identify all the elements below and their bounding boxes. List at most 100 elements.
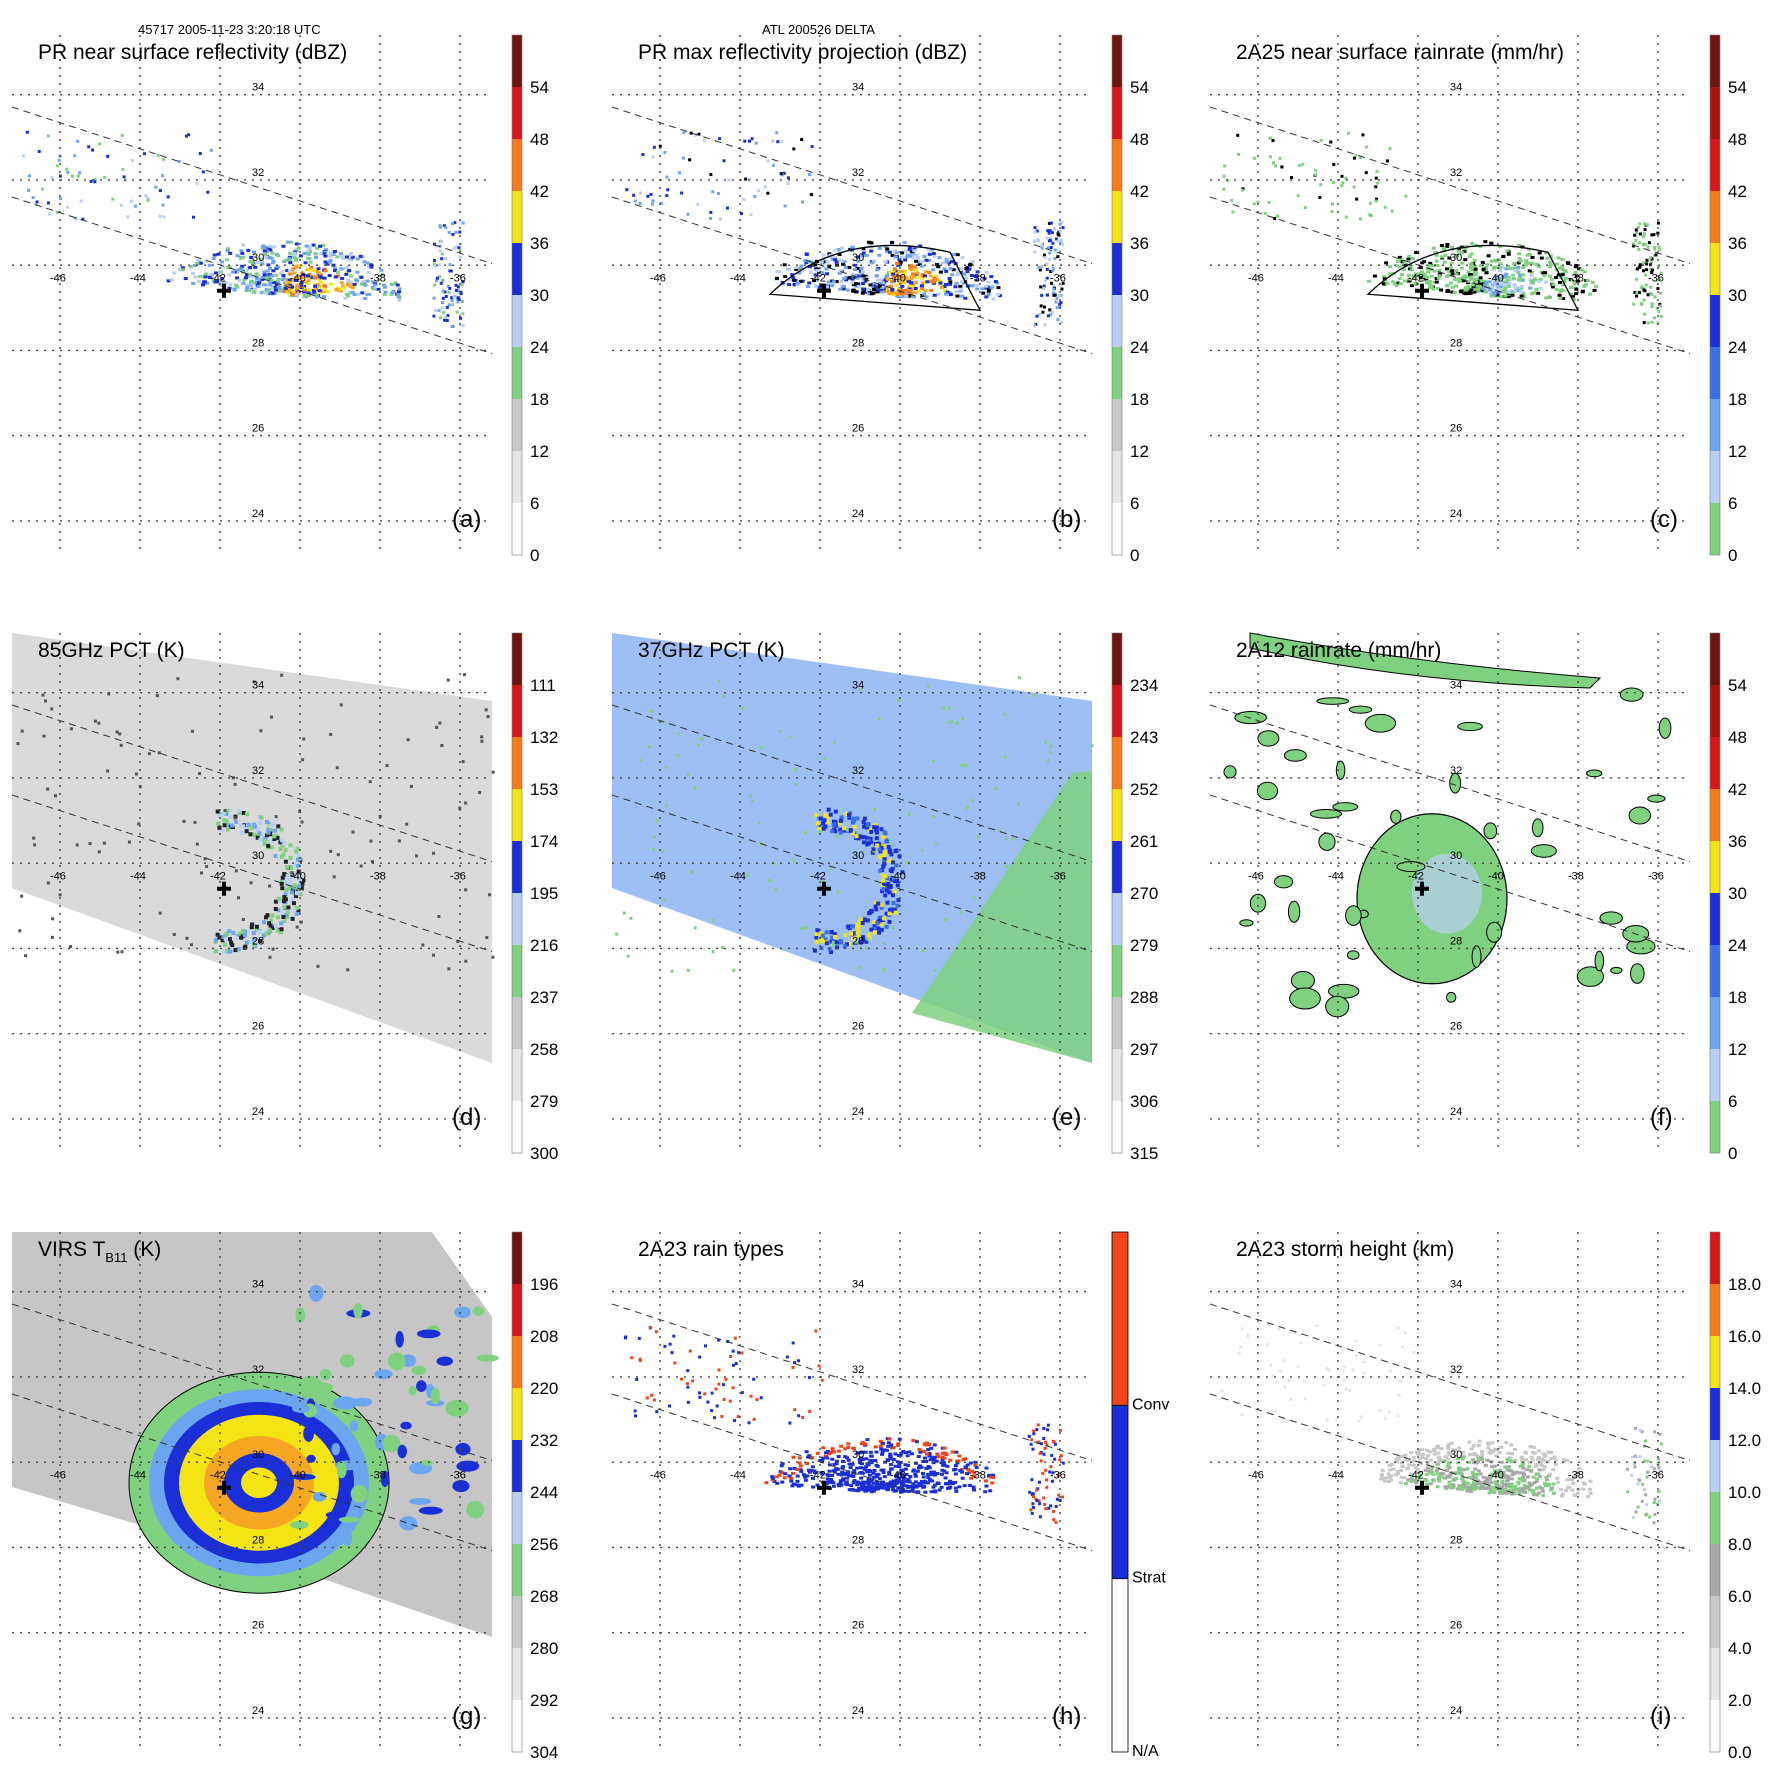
lon-tick-label: -40: [890, 870, 906, 882]
rain-type-pixel: [863, 1480, 868, 1484]
rain-cell: [1364, 713, 1397, 733]
height-pixel: [1480, 1453, 1485, 1457]
tmi-swath: [12, 633, 495, 1063]
height-pixel: [1496, 1484, 1501, 1488]
precip-pixel: [904, 294, 909, 298]
rain-type-pixel: [1058, 1428, 1062, 1432]
swath-edge-line: [11, 794, 493, 953]
precip-pixel: [1486, 254, 1491, 258]
precip-pixel: [444, 316, 448, 320]
precip-pixel: [825, 272, 830, 276]
precip-pixel: [894, 251, 899, 255]
tb-pixel: [856, 934, 861, 939]
height-pixel: [1465, 1467, 1470, 1471]
tb-pixel: [878, 868, 883, 873]
lon-tick-label: -42: [210, 272, 226, 284]
precip-pixel: [328, 254, 333, 258]
tb-pixel: [262, 838, 267, 843]
height-pixel: [1516, 1482, 1521, 1486]
cloud-cell: [452, 1480, 470, 1493]
tb-pixel: [218, 814, 223, 819]
precip-pixel: [891, 272, 896, 276]
tb-pixel: [480, 739, 484, 743]
precip-pixel: [948, 267, 953, 271]
precip-pixel: [937, 279, 942, 283]
precip-pixel: [1656, 287, 1660, 291]
precip-pixel: [941, 261, 946, 265]
precip-pixel: [360, 291, 365, 295]
rain-type-pixel: [983, 1479, 988, 1483]
height-pixel: [1518, 1489, 1523, 1493]
tb-pixel: [270, 715, 274, 719]
precip-pixel: [912, 247, 917, 251]
height-pixel: [1486, 1485, 1491, 1489]
tb-pixel: [115, 730, 119, 734]
height-pixel: [1388, 1369, 1392, 1373]
precip-pixel: [1659, 291, 1663, 295]
rain-type-pixel: [851, 1474, 856, 1478]
precip-pixel: [963, 296, 968, 300]
tb-pixel: [378, 814, 382, 818]
precip-pixel: [1051, 269, 1055, 273]
height-pixel: [1456, 1461, 1461, 1465]
tb-pixel: [215, 809, 220, 814]
rain-cell: [1318, 832, 1336, 851]
precip-pixel: [210, 276, 215, 280]
precip-pixel: [1544, 280, 1549, 284]
height-pixel: [1486, 1446, 1491, 1450]
tb-pixel: [829, 939, 834, 944]
precip-pixel: [317, 289, 322, 293]
height-pixel: [1485, 1478, 1490, 1482]
lon-tick-label: -40: [290, 870, 306, 882]
precip-pixel: [1489, 294, 1494, 298]
precip-pixel: [970, 284, 975, 288]
precip-pixel: [1542, 274, 1547, 278]
tb-pixel: [158, 911, 162, 915]
precip-pixel: [216, 252, 221, 256]
precip-pixel: [360, 282, 365, 286]
height-pixel: [1542, 1465, 1547, 1469]
colorbar-segment: [512, 1336, 522, 1388]
height-pixel: [1540, 1489, 1545, 1493]
rain-type-pixel: [801, 1415, 805, 1419]
precip-pixel: [318, 251, 323, 255]
precip-pixel: [1649, 260, 1653, 264]
tb-pixel: [332, 875, 336, 879]
precip-pixel: [955, 294, 960, 298]
precip-pixel: [336, 274, 341, 278]
precip-pixel: [864, 277, 869, 281]
height-pixel: [1565, 1486, 1570, 1490]
precip-pixel: [438, 249, 442, 253]
lat-tick-label: 24: [1450, 1705, 1462, 1717]
tb-pixel: [406, 738, 410, 742]
rain-type-pixel: [691, 1379, 695, 1383]
tb-pixel: [346, 968, 350, 972]
tb-pixel: [370, 860, 374, 864]
rain-type-pixel: [968, 1483, 973, 1487]
precip-pixel: [270, 291, 275, 295]
rain-type-pixel: [943, 1482, 948, 1486]
precip-pixel: [884, 279, 889, 283]
precip-pixel: [967, 263, 972, 267]
swath-edge-line: [1209, 1393, 1691, 1552]
tb-pixel: [257, 831, 262, 836]
tb-pixel: [817, 830, 821, 834]
height-pixel: [1359, 1415, 1363, 1419]
height-pixel: [1432, 1452, 1437, 1456]
height-pixel: [1544, 1478, 1549, 1482]
precip-pixel: [1353, 156, 1357, 160]
lon-tick-label: -38: [1568, 1469, 1584, 1481]
precip-pixel: [323, 269, 328, 273]
precip-pixel: [1035, 229, 1039, 233]
tb-pixel: [793, 768, 797, 772]
tb-pixel: [897, 699, 901, 703]
tb-pixel: [301, 758, 305, 762]
precip-pixel: [750, 137, 754, 141]
rain-type-pixel: [914, 1440, 919, 1444]
tb-pixel: [823, 812, 828, 817]
tb-pixel: [264, 915, 269, 920]
precip-pixel: [911, 282, 916, 286]
precip-pixel: [686, 212, 690, 216]
rain-type-pixel: [963, 1466, 968, 1470]
precip-pixel: [1652, 316, 1656, 320]
